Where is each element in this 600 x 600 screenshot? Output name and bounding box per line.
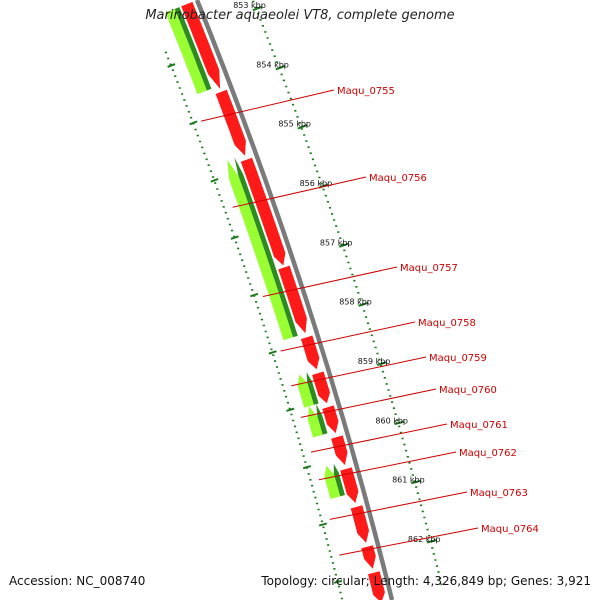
reverse-gene-8 (331, 435, 348, 465)
accession-text: Accession: NC_008740 (9, 574, 146, 588)
scale-tick-10 (426, 539, 437, 544)
gene-label-1: Maqu_0755 (337, 86, 395, 97)
scale-tick-label-2: 854 kbp (256, 60, 289, 69)
scale-tick-2 (275, 64, 286, 71)
gene-label-6: Maqu_0760 (439, 385, 497, 396)
forward-gene-light-1 (165, 9, 207, 95)
outer-ring-tick-1 (167, 63, 176, 68)
scale-tick-label-9: 861 kbp (392, 476, 425, 485)
gene-label-2: Maqu_0756 (369, 173, 427, 184)
gene-label-9: Maqu_0763 (470, 488, 528, 499)
outer-ring-tick-3 (210, 177, 219, 183)
reverse-gene-9 (340, 467, 359, 503)
scale-tick-3 (297, 124, 308, 130)
outer-ring-tick-8 (302, 465, 312, 470)
gene-label-3: Maqu_0757 (400, 263, 458, 274)
forward-gene-dark-5 (333, 463, 345, 497)
forward-gene-dark-1 (174, 7, 212, 91)
forward-gene-dark-3 (306, 372, 319, 405)
scale-tick-label-7: 859 kbp (358, 357, 391, 366)
reverse-gene-6 (312, 371, 330, 404)
reverse-gene-3 (240, 157, 286, 266)
genome-backbone (194, 0, 395, 600)
reverse-gene-10 (350, 505, 369, 543)
reverse-gene-5 (300, 335, 320, 370)
outer-ring-tick-6 (268, 350, 277, 355)
gene-label-leader-2 (232, 176, 367, 208)
topology-summary: Topology: circular; Length: 4,326,849 bp… (261, 574, 591, 588)
scale-tick-5 (338, 242, 350, 248)
reverse-gene-12 (368, 571, 385, 600)
gene-label-leader-1 (201, 89, 335, 122)
forward-gene-light-3 (297, 374, 314, 408)
reverse-gene-4 (278, 265, 307, 334)
gene-label-8: Maqu_0762 (459, 448, 517, 459)
forward-gene-dark-4 (316, 404, 328, 435)
forward-gene-light-4 (307, 406, 323, 438)
scale-tick-label-6: 858 kbp (339, 298, 372, 307)
outer-ring-tick-4 (230, 235, 239, 240)
scale-tick-1 (252, 5, 263, 12)
scale-tick-label-4: 856 kbp (300, 179, 333, 188)
scale-tick-label-5: 857 kbp (320, 238, 353, 247)
outer-ring-tick-2 (189, 120, 198, 126)
scale-tick-8 (394, 420, 405, 426)
gene-label-7: Maqu_0761 (450, 420, 508, 431)
gene-label-leader-8 (318, 451, 457, 481)
genome-title: Marinobacter aquaeolei VT8, complete gen… (145, 8, 455, 23)
scale-tick-6 (358, 301, 369, 307)
reverse-gene-2 (215, 89, 246, 156)
scale-tick-label-8: 860 kbp (375, 416, 408, 425)
outer-ring-tick-9 (318, 522, 328, 527)
gene-label-leader-7 (310, 423, 448, 453)
scale-tick-label-3: 855 kbp (278, 120, 311, 129)
gene-label-leader-5 (291, 356, 427, 387)
scale-tick-9 (410, 479, 422, 485)
gene-label-leader-10 (339, 527, 479, 556)
gene-label-leader-3 (262, 266, 398, 297)
gene-label-leader-6 (300, 388, 437, 418)
scale-tick-7 (376, 361, 387, 366)
outer-ring-tick-10 (333, 579, 343, 584)
forward-gene-light-5 (324, 465, 341, 499)
scale-tick-label-10: 862 kbp (408, 535, 441, 544)
reverse-gene-1 (181, 1, 221, 89)
outer-ring-tick-5 (250, 292, 259, 298)
scale-tick-label-1: 853 kbp (233, 1, 266, 10)
gene-label-leader-9 (329, 491, 468, 520)
gene-label-10: Maqu_0764 (481, 524, 539, 535)
reverse-gene-11 (361, 545, 376, 569)
gene-label-5: Maqu_0759 (429, 353, 487, 364)
gene-label-4: Maqu_0758 (418, 318, 476, 329)
scale-ring-dots (252, 0, 443, 586)
gene-label-leader-4 (280, 321, 416, 352)
outer-ring-dots (164, 51, 344, 600)
outer-ring-tick-7 (286, 407, 295, 412)
